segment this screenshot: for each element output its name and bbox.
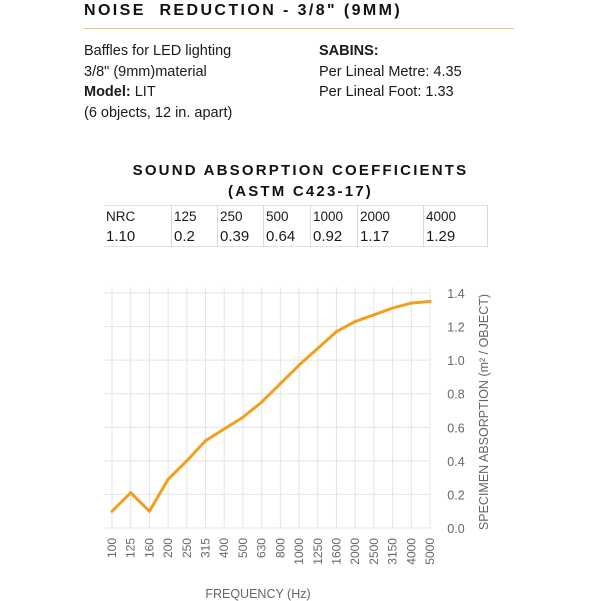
x-tick-label: 100 xyxy=(105,538,119,558)
data-point xyxy=(166,477,170,481)
y-tick-label: 0.6 xyxy=(447,421,464,435)
data-point xyxy=(204,439,208,443)
objects-note: (6 objects, 12 in. apart) xyxy=(84,104,233,121)
coef-header-cell: 125 xyxy=(171,205,218,226)
data-point xyxy=(428,299,432,303)
coef-header-cell: 250 xyxy=(217,205,264,226)
y-tick-label: 0.2 xyxy=(447,488,464,502)
coef-value-cell: 1.29 xyxy=(423,226,488,247)
coef-value-cell: 0.39 xyxy=(217,226,264,247)
data-point xyxy=(409,301,413,305)
data-point xyxy=(353,320,357,324)
x-tick-label: 125 xyxy=(124,538,138,558)
x-tick-label: 2500 xyxy=(367,538,381,565)
sabins-per-metre: Per Lineal Metre: 4.35 xyxy=(319,63,462,80)
x-tick-label: 630 xyxy=(255,538,269,558)
data-point xyxy=(222,427,226,431)
coef-value-cell: 1.17 xyxy=(357,226,424,247)
title-divider xyxy=(84,28,514,29)
coefficients-value-row: 1.10 0.2 0.39 0.64 0.92 1.17 1.29 xyxy=(104,226,488,247)
y-axis-label: SPECIMEN ABSORPTION (m² / OBJECT) xyxy=(477,294,491,530)
series-line xyxy=(110,299,432,513)
sabins-per-foot: Per Lineal Foot: 1.33 xyxy=(319,84,454,100)
model-label: Model: xyxy=(84,84,131,100)
data-point xyxy=(372,313,376,317)
data-point xyxy=(297,363,301,367)
coefficients-standard: (ASTM C423-17) xyxy=(228,183,373,200)
x-tick-label: 250 xyxy=(180,538,194,558)
data-point xyxy=(241,415,245,419)
product-info: Baffles for LED lighting 3/8" (9mm)mater… xyxy=(84,41,232,123)
model-value: LIT xyxy=(130,84,156,100)
y-tick-label: 1.2 xyxy=(447,321,464,335)
coef-value-cell: 0.92 xyxy=(310,226,358,247)
y-tick-label: 1.0 xyxy=(447,354,464,368)
x-tick-label: 200 xyxy=(161,538,175,558)
coef-value-cell: 1.10 xyxy=(104,226,172,247)
y-tick-label: 0.4 xyxy=(447,455,464,469)
x-tick-label: 2000 xyxy=(348,538,362,565)
coef-value-cell: 0.2 xyxy=(171,226,218,247)
coef-header-cell: 500 xyxy=(263,205,311,226)
coefficients-table: NRC 125 250 500 1000 2000 4000 1.10 0.2 … xyxy=(104,205,488,247)
data-point xyxy=(278,382,282,386)
coef-header-cell: 1000 xyxy=(310,205,358,226)
y-tick-label: 0.8 xyxy=(447,388,464,402)
data-point xyxy=(185,459,189,463)
page-title: NOISE REDUCTION - 3/8" (9MM) xyxy=(84,2,403,19)
x-tick-label: 3150 xyxy=(386,538,400,565)
data-point xyxy=(129,491,133,495)
data-point xyxy=(147,509,151,513)
coef-value-cell: 0.64 xyxy=(263,226,311,247)
x-tick-label: 4000 xyxy=(404,538,418,565)
data-point xyxy=(316,346,320,350)
x-tick-label: 1000 xyxy=(292,538,306,565)
data-point xyxy=(391,306,395,310)
x-tick-label: 400 xyxy=(217,538,231,558)
coefficients-title: SOUND ABSORPTION COEFFICIENTS xyxy=(132,162,469,179)
data-point xyxy=(260,400,264,404)
model-line: Model: LIT xyxy=(84,82,232,103)
x-axis-label: FREQUENCY (Hz) xyxy=(205,587,310,601)
x-tick-label: 315 xyxy=(199,538,213,558)
product-description: Baffles for LED lighting xyxy=(84,43,232,59)
coefficients-header-row: NRC 125 250 500 1000 2000 4000 xyxy=(104,205,488,226)
coef-header-cell: 4000 xyxy=(423,205,488,226)
y-tick-label: 0.0 xyxy=(447,522,464,536)
x-tick-label: 1600 xyxy=(329,538,343,565)
product-material: 3/8" (9mm)material xyxy=(84,63,207,80)
y-tick-label: 1.4 xyxy=(447,287,464,301)
x-tick-label: 5000 xyxy=(423,538,437,565)
sabins-label: SABINS: xyxy=(319,43,379,59)
x-tick-label: 1250 xyxy=(311,538,325,565)
sabins-info: SABINS: Per Lineal Metre: 4.35 Per Linea… xyxy=(319,41,462,103)
coef-header-cell: NRC xyxy=(104,205,172,226)
coef-header-cell: 2000 xyxy=(357,205,424,226)
x-tick-label: 800 xyxy=(273,538,287,558)
data-point xyxy=(110,509,114,513)
x-tick-label: 160 xyxy=(142,538,156,558)
x-tick-label: 500 xyxy=(236,538,250,558)
data-point xyxy=(334,330,338,334)
